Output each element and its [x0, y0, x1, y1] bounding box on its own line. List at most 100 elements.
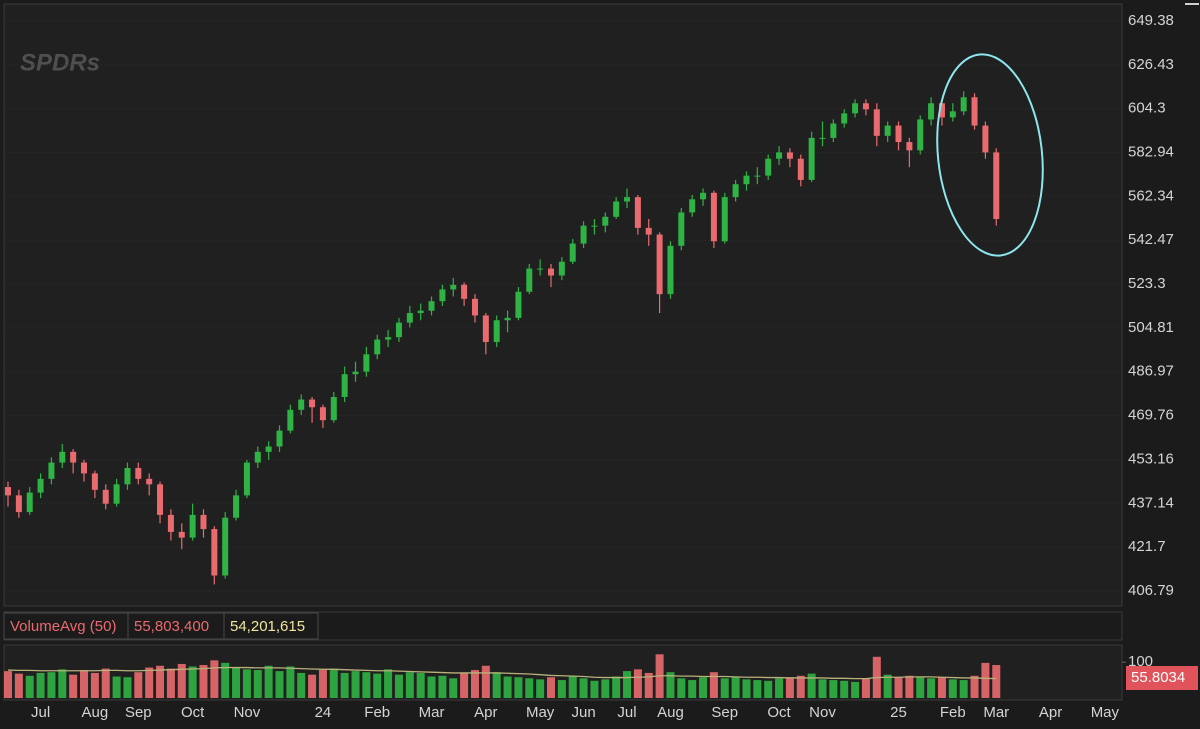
volume-bar [601, 679, 610, 698]
study-name: VolumeAvg (50) [10, 618, 116, 635]
volume-bar [481, 665, 490, 698]
candle-body [906, 142, 913, 151]
candle-body [319, 407, 326, 421]
candle-body [960, 97, 967, 112]
volume-bar [14, 673, 23, 698]
candle-body [656, 234, 663, 295]
volume-average-line [7, 666, 997, 680]
y-tick-label: 453.16 [1128, 450, 1174, 467]
y-tick-label: 504.81 [1128, 319, 1174, 336]
candle-body [91, 473, 98, 490]
candle-body [352, 371, 359, 375]
candle-body [841, 113, 848, 124]
x-tick-label: Mar [983, 704, 1009, 721]
volume-bar [861, 678, 870, 698]
volume-bar [112, 676, 121, 698]
volume-bar [547, 677, 555, 698]
volume-bar [286, 666, 295, 698]
candle-body [504, 317, 511, 321]
candle-body [602, 216, 609, 226]
x-tick-label: Mar [419, 704, 445, 721]
volume-bar [927, 678, 936, 698]
candle-body [710, 192, 717, 242]
x-tick-label: Nov [234, 704, 261, 721]
volume-bar [796, 675, 805, 698]
menu-icon[interactable] [1185, 3, 1199, 5]
volume-bar [514, 677, 523, 698]
volume-bar [536, 679, 545, 698]
candle-body [613, 201, 620, 217]
x-tick-label: Jun [571, 704, 595, 721]
volume-bar [188, 666, 197, 698]
y-tick-label: 469.76 [1128, 407, 1174, 424]
volume-bar [612, 676, 621, 698]
candle-body [48, 462, 55, 479]
x-tick-label: Apr [1039, 704, 1062, 721]
candle-body [428, 301, 435, 311]
candle-body [287, 409, 294, 431]
volume-bar [199, 665, 208, 698]
volume-bar [210, 660, 219, 698]
candle-body [819, 137, 826, 139]
volume-bar [818, 679, 827, 698]
volume-bar [916, 676, 925, 698]
candle-body [243, 462, 250, 496]
volume-bar [470, 670, 479, 698]
x-tick-label: Aug [82, 704, 109, 721]
volume-bar [785, 677, 794, 698]
candle-body [482, 315, 489, 343]
candle-body [971, 97, 978, 126]
y-tick-label: 626.43 [1128, 56, 1174, 73]
candle-body [417, 310, 424, 314]
candle-body [37, 478, 44, 493]
x-tick-label: Feb [940, 704, 966, 721]
y-tick-label: 649.38 [1128, 12, 1174, 29]
candle-body [537, 268, 544, 270]
y-tick-label: 486.97 [1128, 363, 1174, 380]
volume-bar [883, 674, 892, 698]
candle-body [461, 284, 468, 299]
candle-body [949, 111, 956, 118]
volume-bar [362, 672, 371, 698]
candle-body [776, 152, 783, 159]
candle-body [189, 514, 196, 538]
volume-bar [449, 678, 458, 698]
candle-body [124, 467, 131, 485]
volume-bar [438, 675, 447, 698]
candle-body [178, 531, 185, 538]
x-tick-label: Jul [31, 704, 50, 721]
volume-bar [427, 676, 436, 698]
volume-bar [232, 667, 241, 698]
candle-body [309, 399, 316, 408]
volume-bar [36, 672, 45, 698]
y-tick-label: 582.94 [1128, 144, 1174, 161]
volume-bar [894, 677, 903, 698]
average-value: 54,201,615 [230, 618, 305, 635]
candle-body [167, 514, 174, 532]
candle-body [873, 109, 880, 136]
volume-bar [25, 675, 34, 698]
volume-bar [253, 670, 262, 698]
volume-bar [318, 670, 327, 698]
y-tick-label: 421.7 [1128, 538, 1166, 555]
candle-body [276, 430, 283, 447]
y-tick-label: 604.3 [1128, 100, 1166, 117]
candle-body [450, 284, 457, 290]
volume-bar [525, 678, 534, 698]
y-tick-label: 562.34 [1128, 187, 1174, 204]
candle-body [439, 289, 446, 302]
x-tick-label: Oct [767, 704, 791, 721]
candle-body [808, 137, 815, 180]
candle-body [102, 489, 109, 504]
candle-body [515, 291, 522, 318]
volume-tick-label: 100 [1128, 653, 1153, 670]
candle-body [645, 227, 652, 235]
candle-body [667, 245, 674, 295]
volume-bar [384, 669, 393, 698]
volume-bar [677, 678, 686, 698]
candle-body [689, 199, 696, 213]
volume-bar [970, 675, 979, 698]
x-tick-label: Oct [181, 704, 205, 721]
candle-body [200, 514, 207, 530]
candle-body [330, 396, 337, 421]
